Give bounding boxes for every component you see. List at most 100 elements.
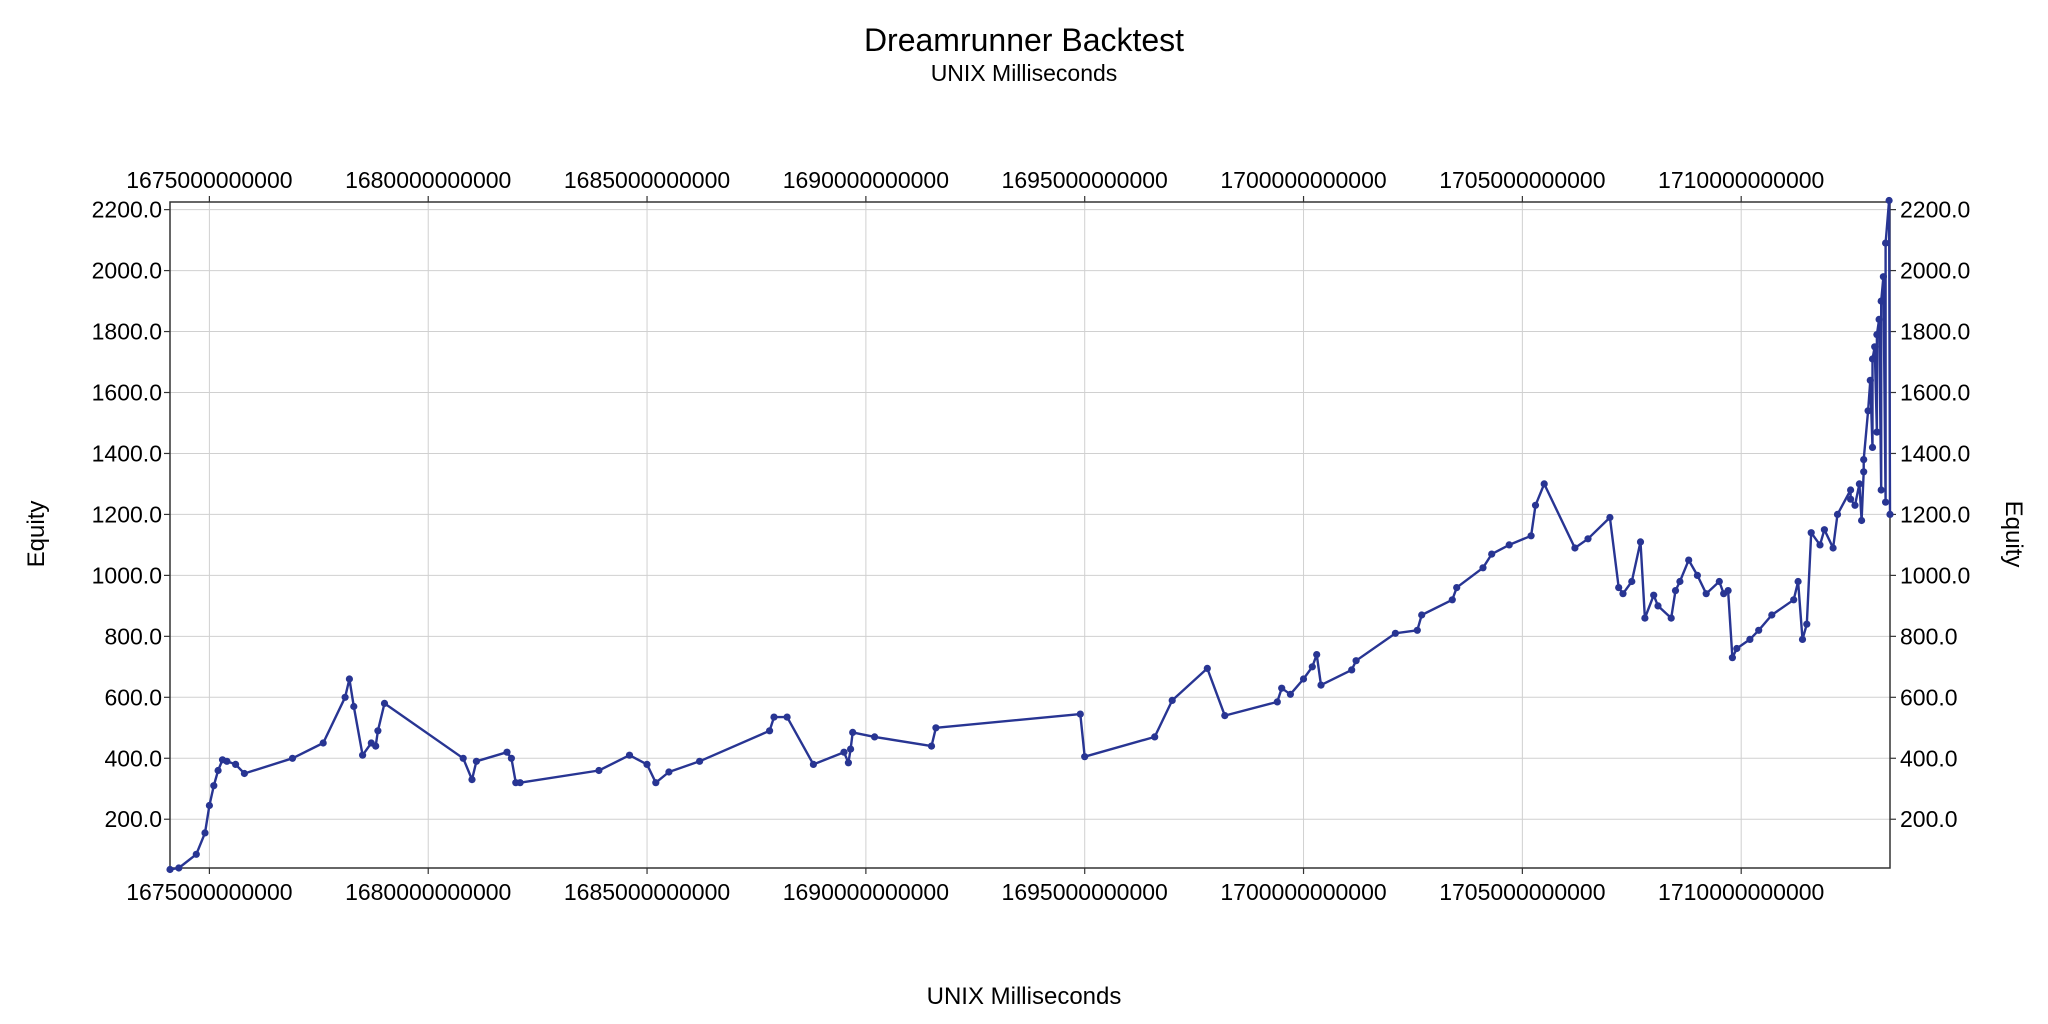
data-point bbox=[1076, 710, 1084, 718]
data-point bbox=[1798, 635, 1807, 644]
data-point bbox=[1790, 596, 1798, 604]
data-point bbox=[205, 801, 213, 810]
x-tick-label-top: 1690000000000 bbox=[783, 167, 949, 193]
data-point bbox=[1868, 443, 1877, 451]
data-point bbox=[1571, 544, 1579, 552]
data-point bbox=[1860, 456, 1868, 464]
data-point bbox=[1864, 407, 1872, 415]
y-tick-label-left: 400.0 bbox=[104, 745, 162, 771]
data-point bbox=[1873, 331, 1881, 339]
data-point bbox=[1448, 596, 1456, 604]
data-point bbox=[927, 742, 936, 750]
data-point bbox=[1847, 486, 1855, 494]
data-point bbox=[1151, 733, 1159, 741]
data-point bbox=[1728, 654, 1736, 662]
data-point bbox=[665, 768, 673, 776]
x-tick-label-top: 1700000000000 bbox=[1220, 167, 1386, 193]
data-point bbox=[847, 745, 855, 753]
data-point bbox=[1879, 273, 1887, 281]
y-tick-label-right: 1600.0 bbox=[1900, 380, 1970, 406]
data-point bbox=[175, 864, 183, 872]
data-point bbox=[1702, 590, 1710, 598]
data-point bbox=[595, 766, 603, 775]
data-point bbox=[871, 733, 879, 741]
y-tick-label-left: 2200.0 bbox=[92, 197, 162, 223]
data-point bbox=[1081, 753, 1089, 761]
series-layer bbox=[166, 196, 1894, 874]
data-point bbox=[1615, 584, 1623, 592]
data-point bbox=[459, 754, 467, 762]
data-point bbox=[1882, 239, 1890, 247]
y-tick-label-left: 800.0 bbox=[104, 623, 162, 649]
data-point bbox=[1877, 297, 1885, 305]
x-tick-label-top: 1705000000000 bbox=[1439, 167, 1605, 193]
data-point bbox=[1667, 614, 1675, 622]
data-point bbox=[1877, 486, 1885, 494]
data-point bbox=[232, 760, 240, 769]
data-point bbox=[1278, 684, 1286, 692]
x-axis-label-bottom: UNIX Milliseconds bbox=[926, 983, 1122, 1010]
data-point bbox=[1584, 535, 1592, 543]
data-point bbox=[1650, 591, 1658, 599]
x-tick-label-top: 1710000000000 bbox=[1658, 167, 1824, 193]
data-point bbox=[1641, 614, 1649, 622]
data-point bbox=[1886, 510, 1894, 518]
y-tick-label-right: 1800.0 bbox=[1900, 319, 1970, 345]
y-tick-label-right: 800.0 bbox=[1900, 623, 1958, 649]
y-tick-label-right: 600.0 bbox=[1900, 684, 1958, 710]
data-point bbox=[1352, 657, 1360, 665]
data-point bbox=[1851, 501, 1859, 509]
data-point bbox=[503, 748, 511, 756]
data-point bbox=[1273, 698, 1281, 706]
data-point bbox=[1317, 681, 1325, 689]
axis-layer: 1675000000000 1675000000000 1680000000000 1… bbox=[92, 167, 1971, 905]
data-point bbox=[1866, 376, 1874, 384]
plot-frame bbox=[169, 201, 1891, 869]
data-point bbox=[350, 702, 358, 711]
data-point bbox=[1807, 529, 1815, 537]
x-tick-label-bottom: 1685000000000 bbox=[564, 879, 730, 905]
y-tick-label-left: 2000.0 bbox=[92, 258, 162, 284]
data-point bbox=[1755, 626, 1763, 634]
data-point bbox=[1803, 620, 1811, 628]
data-point bbox=[341, 693, 349, 701]
x-tick-label-bottom: 1675000000000 bbox=[126, 879, 292, 905]
y-tick-label-right: 2200.0 bbox=[1900, 197, 1970, 223]
data-point bbox=[1858, 516, 1866, 525]
data-point bbox=[1413, 626, 1421, 634]
data-point bbox=[1685, 556, 1693, 564]
y-tick-label-left: 1400.0 bbox=[92, 440, 162, 466]
data-point bbox=[1527, 532, 1535, 540]
data-point bbox=[516, 779, 524, 787]
data-point bbox=[1671, 587, 1680, 595]
data-point bbox=[1488, 550, 1496, 558]
data-point bbox=[1885, 196, 1893, 205]
data-point bbox=[1540, 480, 1548, 488]
x-tick-label-top: 1675000000000 bbox=[126, 167, 292, 193]
data-point bbox=[507, 754, 515, 762]
data-point bbox=[1873, 428, 1881, 436]
data-point bbox=[783, 713, 791, 721]
y-axis-label-left: Equity bbox=[23, 501, 50, 568]
data-point bbox=[1221, 712, 1229, 720]
data-point bbox=[1715, 577, 1723, 586]
data-point bbox=[1829, 544, 1837, 552]
data-point bbox=[1676, 577, 1684, 586]
data-point bbox=[192, 850, 200, 858]
x-tick-label-top: 1695000000000 bbox=[1002, 167, 1168, 193]
data-point bbox=[1531, 501, 1540, 509]
data-point bbox=[372, 742, 380, 750]
data-point bbox=[374, 727, 382, 735]
data-point bbox=[1746, 635, 1754, 644]
data-point bbox=[288, 754, 297, 762]
y-tick-label-left: 1800.0 bbox=[92, 319, 162, 345]
x-tick-label-bottom: 1710000000000 bbox=[1658, 879, 1824, 905]
data-point bbox=[214, 766, 222, 775]
data-point bbox=[1882, 498, 1890, 506]
y-tick-label-right: 400.0 bbox=[1900, 745, 1958, 771]
data-point bbox=[643, 760, 651, 769]
data-point bbox=[652, 779, 660, 787]
chart-subtitle: UNIX Milliseconds bbox=[930, 60, 1118, 86]
data-point bbox=[468, 776, 476, 784]
